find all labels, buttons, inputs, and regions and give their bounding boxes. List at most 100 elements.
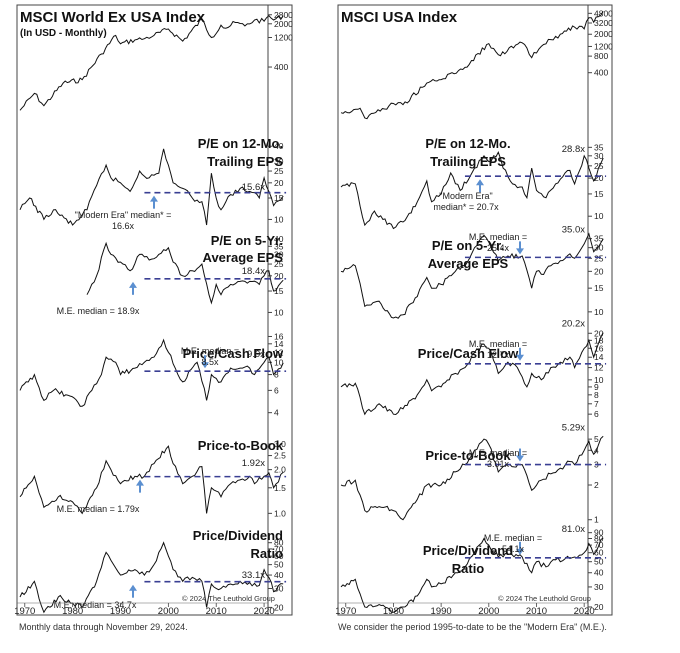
y-tick-label: 15 [274, 286, 284, 296]
y-tick-label: 9 [594, 382, 599, 392]
series-line [340, 11, 604, 120]
y-tick-label: 60 [274, 551, 284, 561]
panel-label: P/E on 5-Yr. Average EPS [428, 238, 509, 271]
y-tick-label: 3.0 [274, 439, 286, 449]
panel-label: P/E on 5-Yr. Average EPS [203, 233, 284, 265]
y-tick-label: 30 [274, 156, 284, 166]
y-tick-label: 20 [594, 173, 604, 183]
x-tick-label: 2000 [478, 606, 499, 617]
y-tick-label: 50 [594, 557, 604, 567]
y-tick-label: 20 [594, 602, 604, 612]
series-line [340, 232, 604, 319]
y-tick-label: 25 [594, 253, 604, 263]
last-value-label: 1.92x [242, 458, 265, 469]
y-tick-label: 1.0 [274, 508, 286, 518]
y-tick-label: 800 [594, 51, 608, 61]
panel-label: Price/Cash Flow [183, 346, 284, 361]
x-tick-label: 1990 [431, 606, 452, 617]
series-line [19, 14, 284, 111]
median-label: "Modern Era" median* = 16.6x [75, 210, 172, 231]
chart-usa: MSCI USA Index 48003200200012008004003530… [335, 4, 613, 617]
panel-label: P/E on 12-Mo. Trailing EPS [425, 136, 510, 169]
median-arrow-head [516, 354, 524, 361]
median-arrow-head [201, 362, 209, 369]
y-tick-label: 10 [594, 375, 604, 385]
y-tick-label: 15 [274, 193, 284, 203]
x-tick-label: 1970 [14, 606, 35, 617]
median-label: M.E. median = 8.5x [181, 346, 239, 367]
footnote-right: We consider the period 1995-to-date to b… [338, 622, 607, 632]
y-tick-label: 18 [594, 335, 604, 345]
median-label: M.E. median = 3.01x [469, 448, 527, 469]
x-tick-label: 1970 [335, 606, 356, 617]
panel-label: Price-to-Book [425, 448, 511, 463]
y-tick-label: 2800 [274, 10, 293, 20]
y-tick-label: 1.5 [274, 483, 286, 493]
y-tick-label: 7 [594, 399, 599, 409]
y-tick-label: 1200 [274, 33, 293, 43]
y-tick-label: 2000 [594, 29, 613, 39]
y-tick-label: 4 [274, 408, 279, 418]
last-value-label: 81.0x [562, 524, 585, 535]
y-tick-label: 20 [594, 266, 604, 276]
median-label: M.E. median = 18.9x [57, 306, 140, 316]
y-tick-label: 10 [274, 214, 284, 224]
y-tick-label: 35 [594, 142, 604, 152]
median-label: M.E. median = 25.4x [469, 232, 527, 253]
y-tick-label: 6 [594, 409, 599, 419]
copyright-label: © 2024 The Leuthold Group [498, 594, 591, 603]
x-tick-label: 2020 [574, 606, 595, 617]
series-line [340, 332, 604, 416]
y-tick-label: 400 [594, 68, 608, 78]
y-tick-label: 30 [274, 583, 284, 593]
y-tick-label: 50 [274, 560, 284, 570]
y-tick-label: 40 [594, 568, 604, 578]
y-tick-label: 25 [274, 259, 284, 269]
x-tick-label: 2010 [206, 606, 227, 617]
x-tick-label: 1980 [383, 606, 404, 617]
y-tick-label: 20 [274, 178, 284, 188]
last-value-label: 28.8x [562, 144, 585, 155]
y-tick-label: 40 [274, 234, 284, 244]
y-tick-label: 2.5 [274, 451, 286, 461]
y-tick-label: 10 [274, 307, 284, 317]
y-tick-label: 20 [274, 271, 284, 281]
y-tick-label: 80 [594, 533, 604, 543]
y-tick-label: 8 [594, 390, 599, 400]
median-arrow-head [129, 584, 137, 591]
median-arrow-head [516, 248, 524, 255]
series-line [340, 151, 604, 230]
median-arrow-head [136, 479, 144, 486]
y-tick-label: 5 [594, 434, 599, 444]
y-tick-label: 20 [274, 602, 284, 612]
y-tick-label: 25 [594, 161, 604, 171]
y-tick-label: 14 [594, 352, 604, 362]
last-value-label: 35.0x [562, 225, 585, 236]
y-tick-label: 4800 [594, 8, 613, 18]
median-arrow-head [129, 281, 137, 288]
series-line [19, 541, 284, 614]
y-tick-label: 90 [594, 528, 604, 538]
last-value-label: 20.2x [562, 319, 585, 330]
panel-label: Price/Dividend Ratio [423, 543, 513, 576]
x-axis: 1970 1980 1990 2000 2010 2020 [335, 602, 595, 617]
x-tick-label: 1990 [110, 606, 131, 617]
median-arrow-head [516, 455, 524, 462]
y-tick-label: 12 [274, 347, 284, 357]
y-tick-label: 30 [274, 249, 284, 259]
y-tick-label: 40 [274, 570, 284, 580]
x-tick-label: 2020 [254, 606, 275, 617]
y-tick-label: 14 [274, 339, 284, 349]
y-tick-label: 2 [594, 480, 599, 490]
y-tick-label: 40 [274, 141, 284, 151]
y-tick-label: 8 [274, 370, 279, 380]
last-value-label: 9.9x [247, 349, 265, 360]
median-label: "Modern Era" median* = 20.7x [433, 191, 499, 212]
median-arrow-head [476, 179, 484, 186]
chart-subtitle: (In USD - Monthly) [20, 28, 107, 39]
y-tick-label: 16 [594, 343, 604, 353]
